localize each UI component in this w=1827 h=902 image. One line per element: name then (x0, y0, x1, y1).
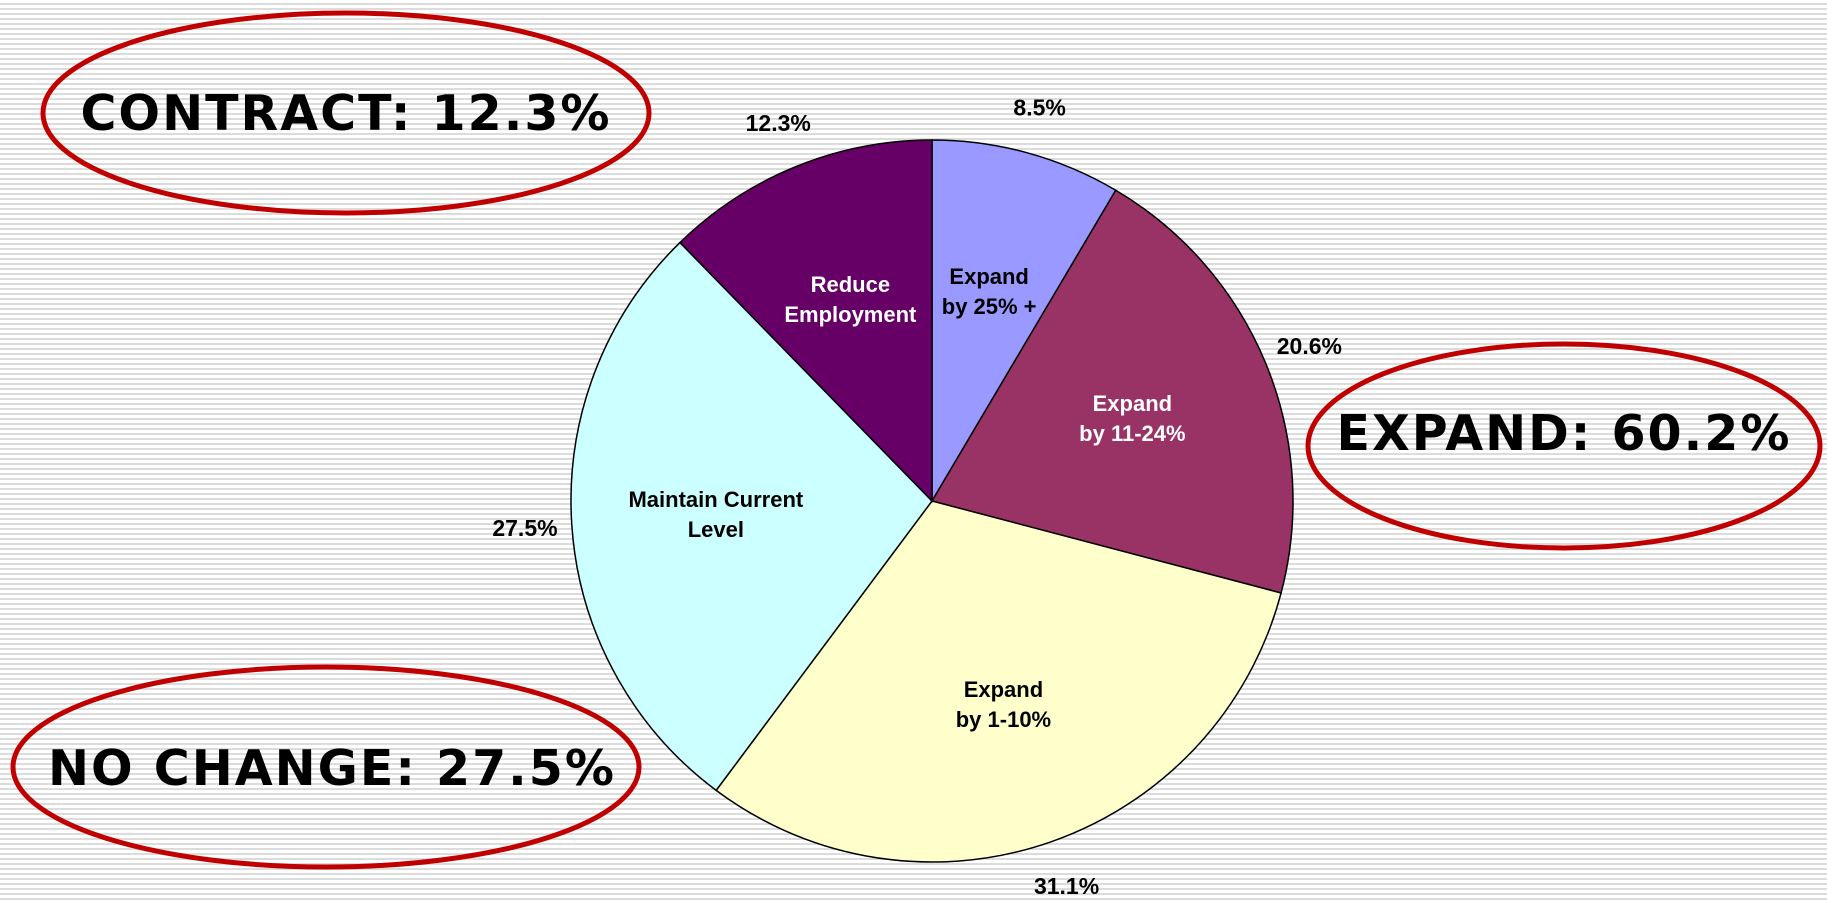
value-label: 8.5% (1013, 95, 1065, 121)
pie-slice (930, 189, 1294, 594)
slice-label: Expand by 1-10% (955, 677, 1052, 733)
slice-label: Reduce Employment (784, 272, 917, 328)
annotation: NO CHANGE: 27.5% (48, 740, 616, 797)
slice-label: Maintain Current Level (628, 487, 804, 543)
slice-label: Expand by 25% + (941, 264, 1037, 320)
pie-slice (715, 500, 1283, 863)
value-label: 12.3% (746, 110, 811, 136)
pie-slice (678, 139, 933, 503)
annotation-ellipse (40, 10, 652, 216)
value-label: 20.6% (1277, 333, 1342, 359)
annotation: EXPAND: 60.2% (1337, 405, 1792, 462)
annotation: CONTRACT: 12.3% (80, 85, 611, 142)
value-label: 31.1% (1034, 873, 1099, 899)
annotation-ellipse (1305, 341, 1823, 551)
slice-label: Expand by 11-24% (1079, 390, 1186, 446)
pie-slice (931, 139, 1117, 504)
value-label: 27.5% (492, 515, 557, 541)
annotation-ellipse (10, 664, 642, 870)
pie-slice (570, 241, 933, 792)
